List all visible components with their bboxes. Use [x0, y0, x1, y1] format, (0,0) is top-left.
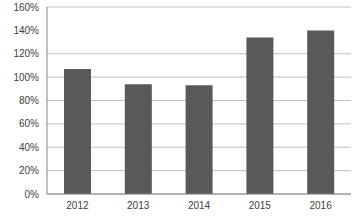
svg-text:2012: 2012: [66, 200, 89, 211]
svg-text:120%: 120%: [13, 48, 39, 59]
svg-text:2013: 2013: [127, 200, 150, 211]
svg-text:2016: 2016: [309, 200, 332, 211]
svg-text:2014: 2014: [188, 200, 211, 211]
svg-text:160%: 160%: [13, 2, 39, 13]
svg-text:20%: 20%: [19, 165, 39, 176]
svg-text:2015: 2015: [249, 200, 272, 211]
svg-text:0%: 0%: [25, 189, 40, 200]
svg-text:60%: 60%: [19, 118, 39, 129]
svg-text:140%: 140%: [13, 25, 39, 36]
svg-text:100%: 100%: [13, 72, 39, 83]
svg-text:40%: 40%: [19, 142, 39, 153]
svg-text:80%: 80%: [19, 95, 39, 106]
